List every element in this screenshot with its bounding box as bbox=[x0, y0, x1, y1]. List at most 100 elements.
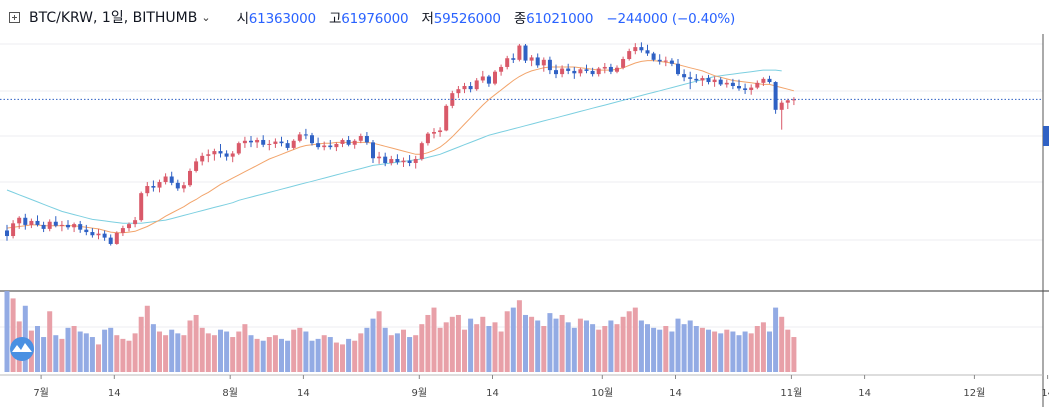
chevron-down-icon[interactable]: ⌄ bbox=[201, 10, 211, 24]
ma-long-line bbox=[6, 69, 782, 224]
low-label: 저 bbox=[421, 11, 434, 27]
volume-bar bbox=[236, 331, 242, 372]
candle-body bbox=[11, 223, 16, 237]
candle-body bbox=[737, 86, 741, 89]
volume-bar bbox=[254, 338, 260, 372]
time-tick-label: 7월 bbox=[33, 387, 49, 399]
candle-body bbox=[657, 59, 662, 62]
candle-body bbox=[755, 82, 760, 88]
candle-body bbox=[364, 136, 369, 143]
candle-body bbox=[291, 140, 296, 148]
volume-bar bbox=[120, 338, 126, 372]
candle-body bbox=[767, 78, 772, 83]
volume-bar bbox=[333, 342, 339, 372]
volume-bar bbox=[279, 338, 284, 372]
volume-bar bbox=[346, 338, 352, 372]
candle-body bbox=[456, 89, 461, 94]
time-tick-label: 8월 bbox=[222, 387, 238, 399]
candle-body bbox=[23, 217, 28, 225]
volume-bar bbox=[455, 314, 461, 372]
last-price-marker bbox=[1043, 126, 1049, 146]
volume-bar bbox=[205, 333, 211, 372]
volume-bar bbox=[47, 311, 53, 372]
volume-bar bbox=[651, 327, 657, 372]
volume-bar bbox=[468, 318, 474, 372]
open-value: 61363000 bbox=[248, 11, 316, 27]
candle-body bbox=[486, 76, 491, 84]
volume-bar bbox=[687, 320, 693, 372]
volume-bar bbox=[693, 326, 699, 372]
candle-body bbox=[419, 143, 424, 160]
volume-bar bbox=[224, 331, 230, 372]
volume-bar bbox=[35, 326, 40, 372]
close-value: 61021000 bbox=[526, 11, 594, 27]
symbol-title[interactable]: BTC/KRW, 1일, BITHUMB bbox=[29, 10, 198, 26]
volume-bar bbox=[626, 311, 632, 372]
volume-bar bbox=[425, 314, 431, 372]
volume-bar bbox=[394, 333, 400, 372]
candle-body bbox=[346, 139, 351, 145]
volume-bar bbox=[608, 320, 614, 372]
volume-bar bbox=[730, 331, 736, 372]
time-tick-label: 11월 bbox=[780, 387, 802, 399]
candle-body bbox=[572, 70, 577, 74]
volume-bar bbox=[547, 313, 553, 372]
volume-bar bbox=[535, 320, 541, 372]
candle-body bbox=[706, 78, 711, 83]
volume-indicator-badge[interactable] bbox=[10, 337, 34, 361]
volume-bar bbox=[724, 329, 730, 372]
volume-bar bbox=[309, 340, 315, 372]
volume-bar bbox=[663, 326, 669, 372]
volume-bar bbox=[614, 324, 620, 372]
candle-body bbox=[590, 70, 595, 75]
volume-bar bbox=[443, 322, 449, 372]
candle-body bbox=[188, 170, 192, 186]
volume-bar bbox=[89, 337, 95, 372]
time-axis: 7월 14 8월 14 9월 14 10월 14 11월 14 12월 14 bbox=[33, 375, 1049, 399]
candle-body bbox=[310, 135, 314, 144]
candle-body bbox=[84, 229, 89, 233]
change-value: −244000 (−0.40%) bbox=[606, 11, 736, 27]
volume-bar bbox=[193, 314, 199, 372]
candle-body bbox=[334, 143, 339, 148]
volume-bar bbox=[645, 324, 650, 372]
volume-bar bbox=[376, 311, 382, 372]
candle-body bbox=[133, 220, 138, 225]
candle-body bbox=[700, 78, 705, 81]
candle-body bbox=[279, 141, 284, 144]
candle-body bbox=[505, 58, 510, 67]
volume-bar bbox=[486, 326, 492, 372]
candle-body bbox=[712, 79, 717, 83]
volume-bar bbox=[681, 324, 687, 372]
candle-body bbox=[297, 134, 302, 141]
volume-bar bbox=[315, 338, 321, 372]
volume-bar bbox=[327, 337, 333, 372]
expand-icon[interactable] bbox=[9, 11, 20, 23]
volume-bar bbox=[620, 316, 626, 372]
moving-averages bbox=[6, 60, 795, 234]
volume-bar bbox=[169, 329, 175, 372]
volume-bar bbox=[218, 329, 223, 372]
candle-body bbox=[566, 68, 571, 71]
candle-body bbox=[535, 57, 540, 66]
time-tick-label: 14 bbox=[297, 388, 310, 399]
candle-body bbox=[377, 156, 382, 159]
volume-bar bbox=[102, 329, 108, 372]
candle-body bbox=[474, 80, 479, 90]
candle-body bbox=[322, 145, 327, 148]
volume-bar bbox=[706, 329, 711, 372]
volume-bar bbox=[199, 327, 205, 372]
candle-body bbox=[688, 77, 693, 79]
candle-body bbox=[242, 140, 247, 144]
volume-bar bbox=[699, 327, 705, 372]
candle-body bbox=[529, 57, 534, 61]
volume-bar bbox=[785, 329, 791, 372]
time-tick-label: 14 bbox=[108, 388, 121, 399]
volume-bar bbox=[529, 316, 535, 372]
candle-body bbox=[59, 224, 64, 226]
candle-body bbox=[480, 76, 485, 81]
volume-bar bbox=[510, 307, 516, 372]
candle-body bbox=[523, 45, 528, 61]
candle-body bbox=[615, 67, 619, 72]
